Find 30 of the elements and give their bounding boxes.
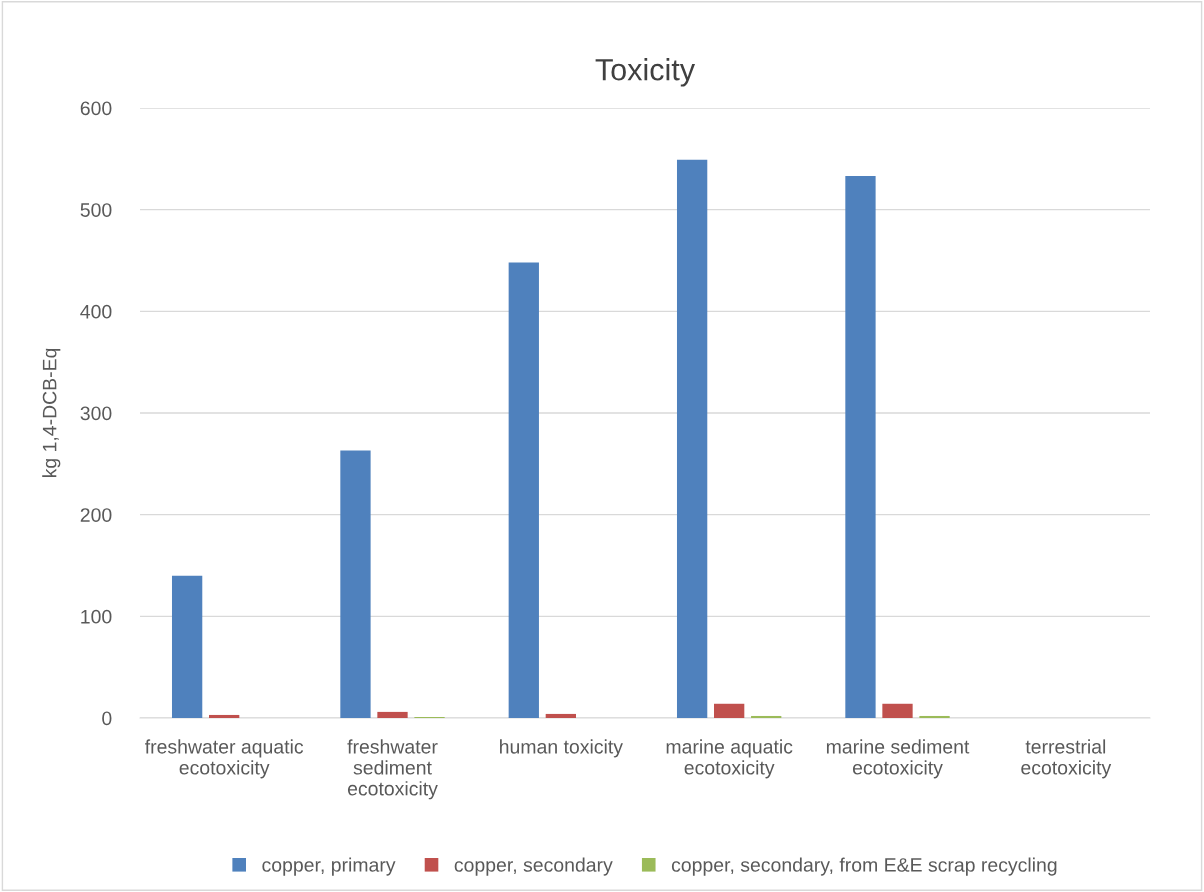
bar xyxy=(340,450,371,718)
bar xyxy=(377,711,408,718)
x-tick-label: marine sediment ecotoxicity xyxy=(826,739,970,779)
bar xyxy=(545,713,576,718)
bar xyxy=(508,262,539,718)
x-tick-label: terrestrial ecotoxicity xyxy=(1021,739,1112,779)
y-tick-label: 500 xyxy=(80,203,112,217)
bar xyxy=(209,714,240,718)
legend-label: copper, secondary xyxy=(454,857,613,876)
bar xyxy=(171,575,203,718)
x-tick-label: human toxicity xyxy=(500,739,623,758)
x-tick-label: marine aquatic ecotoxicity xyxy=(666,739,793,779)
y-tick-label: 100 xyxy=(81,609,112,624)
y-tick-label: 300 xyxy=(80,406,112,421)
y-tick-label: 0 xyxy=(102,711,112,726)
legend-label: copper, secondary, from E&E scrap recycling xyxy=(671,857,1057,876)
y-axis-title: kg 1,4-DCB-Eq xyxy=(42,348,61,478)
chart-title: Toxicity xyxy=(595,58,696,87)
y-tick-label: 600 xyxy=(80,101,112,116)
x-tick-label: freshwater sediment ecotoxicity xyxy=(347,739,438,800)
bar xyxy=(882,703,913,718)
y-tick-label: 200 xyxy=(80,508,112,522)
bar xyxy=(919,715,950,718)
bar xyxy=(751,715,782,718)
legend-label: copper, primary xyxy=(262,857,396,876)
bar xyxy=(714,703,745,718)
x-tick-label: freshwater aquatic ecotoxicity xyxy=(145,739,304,779)
y-tick-label: 400 xyxy=(80,304,112,319)
bar xyxy=(845,176,876,718)
bar xyxy=(676,159,708,718)
